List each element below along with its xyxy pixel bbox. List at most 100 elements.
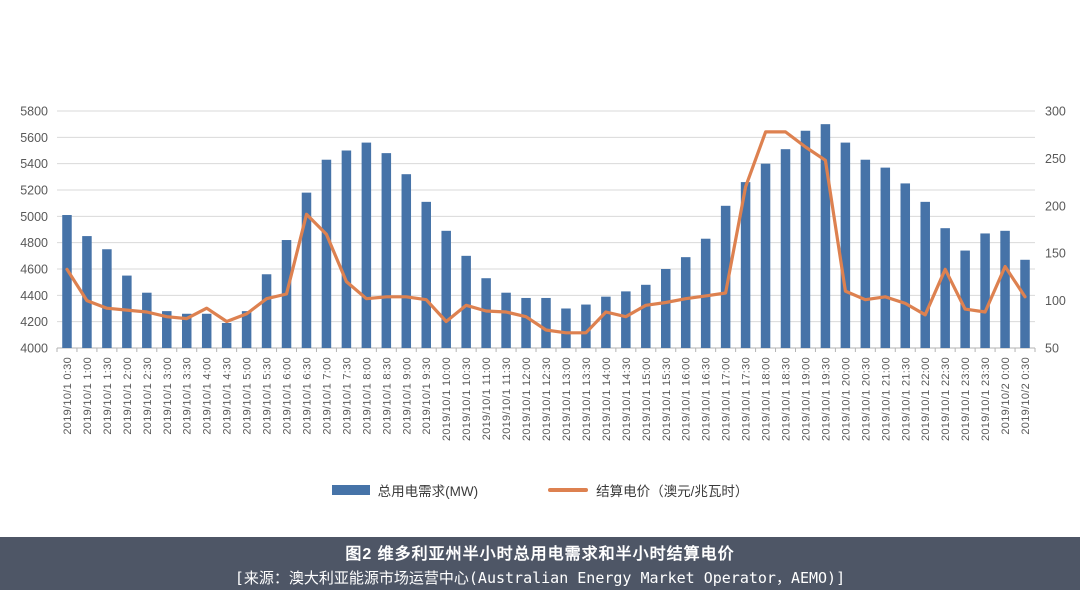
left-axis-tick-label: 4800	[20, 236, 48, 250]
demand-bar	[820, 124, 831, 349]
x-axis-category-label: 2019/10/1 19:00	[800, 357, 812, 441]
x-axis-category-label: 2019/10/1 2:00	[122, 357, 134, 435]
demand-bar	[700, 238, 711, 348]
demand-bar	[341, 150, 352, 348]
left-axis-tick-label: 5000	[20, 210, 48, 224]
legend-price-label: 结算电价（澳元/兆瓦时）	[596, 484, 749, 499]
demand-bar	[361, 142, 372, 348]
demand-bar	[840, 142, 851, 348]
demand-bar	[261, 274, 272, 348]
x-axis-category-label: 2019/10/1 18:00	[761, 357, 773, 441]
left-axis-tick-label: 4000	[20, 342, 48, 356]
demand-bar	[301, 192, 312, 348]
demand-bar	[601, 296, 611, 348]
demand-bar	[1000, 230, 1010, 348]
demand-bar	[720, 205, 731, 348]
left-axis-tick-label: 5800	[20, 105, 48, 119]
demand-bar	[401, 174, 412, 348]
x-axis-category-label: 2019/10/1 1:00	[82, 357, 94, 435]
demand-series-swatch	[331, 485, 370, 495]
x-axis-category-label: 2019/10/1 11:00	[481, 357, 493, 440]
chart-legend: 总用电需求(MW) 结算电价（澳元/兆瓦时）	[0, 477, 1080, 503]
x-axis-category-label: 2019/10/1 23:00	[960, 357, 972, 441]
x-axis-category-label: 2019/10/1 19:30	[820, 357, 832, 441]
x-axis-category-label: 2019/10/1 18:30	[781, 357, 793, 441]
x-axis-category-label: 2019/10/1 0:30	[62, 357, 74, 435]
demand-bar	[740, 182, 751, 348]
demand-bar	[122, 275, 132, 348]
demand-bar	[980, 233, 990, 348]
x-axis-category-label: 2019/10/1 14:00	[601, 357, 613, 441]
demand-bar	[162, 311, 172, 348]
x-axis-category-label: 2019/10/1 17:30	[741, 357, 753, 441]
x-axis-category-label: 2019/10/1 3:00	[162, 357, 174, 435]
legend-item-demand: 总用电需求(MW)	[331, 480, 479, 500]
demand-bar	[201, 313, 212, 348]
demand-bar	[82, 236, 92, 348]
x-axis-category-label: 2019/10/1 15:30	[661, 357, 673, 441]
demand-bar	[181, 313, 192, 348]
x-axis-category-label: 2019/10/1 16:30	[701, 357, 713, 441]
left-axis-tick-label: 5400	[20, 157, 48, 171]
x-axis-category-label: 2019/10/1 8:00	[361, 357, 373, 435]
x-axis-category-label: 2019/10/1 9:30	[421, 357, 433, 435]
x-axis-category-label: 2019/10/1 13:00	[561, 357, 573, 441]
demand-bar	[760, 163, 771, 348]
demand-bar	[641, 284, 651, 348]
demand-bar	[1020, 259, 1030, 348]
demand-bar	[661, 269, 671, 348]
demand-bar	[441, 230, 451, 348]
right-axis-tick-label: 250	[1045, 152, 1066, 166]
x-axis-category-label: 2019/10/2 0:30	[1020, 357, 1032, 435]
demand-bar	[541, 297, 551, 348]
demand-bar	[621, 291, 631, 348]
right-axis-tick-label: 300	[1045, 105, 1066, 119]
demand-bar	[900, 183, 911, 348]
x-axis-category-label: 2019/10/1 6:00	[282, 357, 294, 435]
x-axis-category-label: 2019/10/2 0:00	[1000, 357, 1012, 435]
x-axis-category-label: 2019/10/1 23:30	[980, 357, 992, 441]
x-axis-category-label: 2019/10/1 8:30	[381, 357, 393, 435]
x-axis-category-label: 2019/10/1 16:00	[681, 357, 693, 441]
x-axis-category-label: 2019/10/1 15:00	[641, 357, 653, 441]
left-axis-tick-label: 4600	[20, 263, 48, 277]
demand-bar	[241, 311, 252, 348]
x-axis-category-label: 2019/10/1 22:00	[920, 357, 932, 441]
caption-source: [来源：澳大利亚能源市场运营中心(Australian Energy Marke…	[234, 568, 846, 587]
price-series-swatch	[548, 488, 589, 492]
demand-bar	[421, 201, 431, 348]
demand-bar	[481, 278, 491, 348]
demand-bar	[860, 159, 871, 348]
demand-bar	[381, 153, 392, 348]
x-axis-category-label: 2019/10/1 12:00	[521, 357, 533, 441]
x-axis-category-label: 2019/10/1 7:00	[321, 357, 333, 435]
legend-demand-label: 总用电需求(MW)	[377, 484, 479, 499]
x-axis-category-label: 2019/10/1 14:30	[621, 357, 633, 441]
x-axis-category-label: 2019/10/1 22:30	[940, 357, 952, 441]
legend-item-price: 结算电价（澳元/兆瓦时）	[548, 480, 748, 500]
demand-bar	[780, 149, 791, 348]
x-axis-category-label: 2019/10/1 5:00	[242, 357, 254, 435]
x-axis-category-label: 2019/10/1 7:30	[341, 357, 353, 435]
left-axis-tick-label: 4200	[20, 315, 48, 329]
demand-bar	[142, 292, 152, 348]
x-axis-category-label: 2019/10/1 21:00	[880, 357, 892, 441]
demand-bar	[960, 250, 970, 348]
demand-bar	[581, 304, 591, 348]
demand-bar	[800, 130, 811, 348]
x-axis-category-label: 2019/10/1 6:30	[301, 357, 313, 435]
x-axis-category-label: 2019/10/1 11:30	[501, 357, 513, 440]
demand-bar	[940, 228, 950, 348]
demand-bar	[680, 257, 691, 348]
demand-bar	[102, 249, 112, 348]
demand-bar	[920, 201, 930, 348]
right-axis-tick-label: 50	[1045, 342, 1059, 356]
demand-bar	[521, 297, 531, 348]
left-axis-tick-label: 5200	[20, 184, 48, 198]
x-axis-category-label: 2019/10/1 20:00	[840, 357, 852, 441]
x-axis-category-label: 2019/10/1 12:30	[541, 357, 553, 441]
demand-bar	[561, 308, 571, 348]
x-axis-category-label: 2019/10/1 4:30	[222, 357, 234, 435]
x-axis-category-label: 2019/10/1 13:30	[581, 357, 593, 441]
